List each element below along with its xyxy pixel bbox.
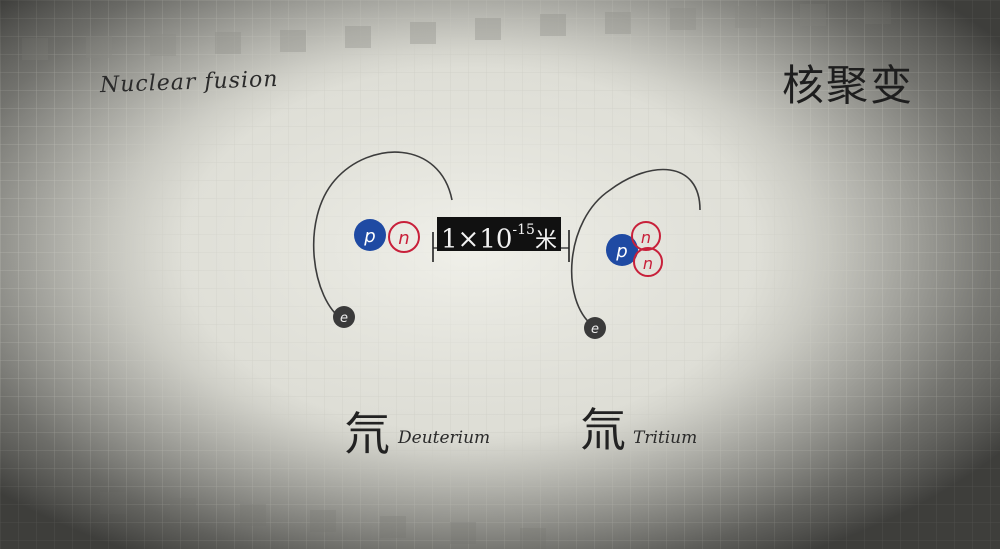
tritium-name-english: Tritium xyxy=(633,428,698,448)
tritium-neutron-2-label: n xyxy=(643,254,653,273)
deuterium-name-chinese: 氘 xyxy=(344,407,390,461)
deuterium-electron xyxy=(333,306,355,328)
deuterium-neutron xyxy=(388,221,420,253)
tritium-orbit xyxy=(570,168,701,327)
deuterium-orbit xyxy=(312,151,453,321)
tritium-neutron-2 xyxy=(633,247,663,277)
distance-exponent: -15 xyxy=(512,222,535,238)
tritium-name-chinese: 氚 xyxy=(580,403,626,457)
deuterium-name-english: Deuterium xyxy=(398,428,491,448)
tritium-proton xyxy=(606,234,638,266)
deuterium-proton-label: p xyxy=(363,226,375,247)
tritium-electron-label: e xyxy=(591,322,599,337)
distance-label: 1×10-15米 xyxy=(437,217,561,255)
deuterium-neutron-label: n xyxy=(398,228,409,249)
distance-unit: 米 xyxy=(534,228,557,254)
title-chinese: 核聚变 xyxy=(782,61,915,110)
deuterium-proton xyxy=(354,219,386,251)
tritium-electron xyxy=(584,317,606,339)
tritium-neutron-1 xyxy=(631,221,661,251)
tritium-neutron-1-label: n xyxy=(641,228,651,247)
tritium-proton-label: p xyxy=(615,241,627,262)
distance-mantissa: 1×10 xyxy=(441,224,513,255)
deuterium-electron-label: e xyxy=(340,311,348,326)
